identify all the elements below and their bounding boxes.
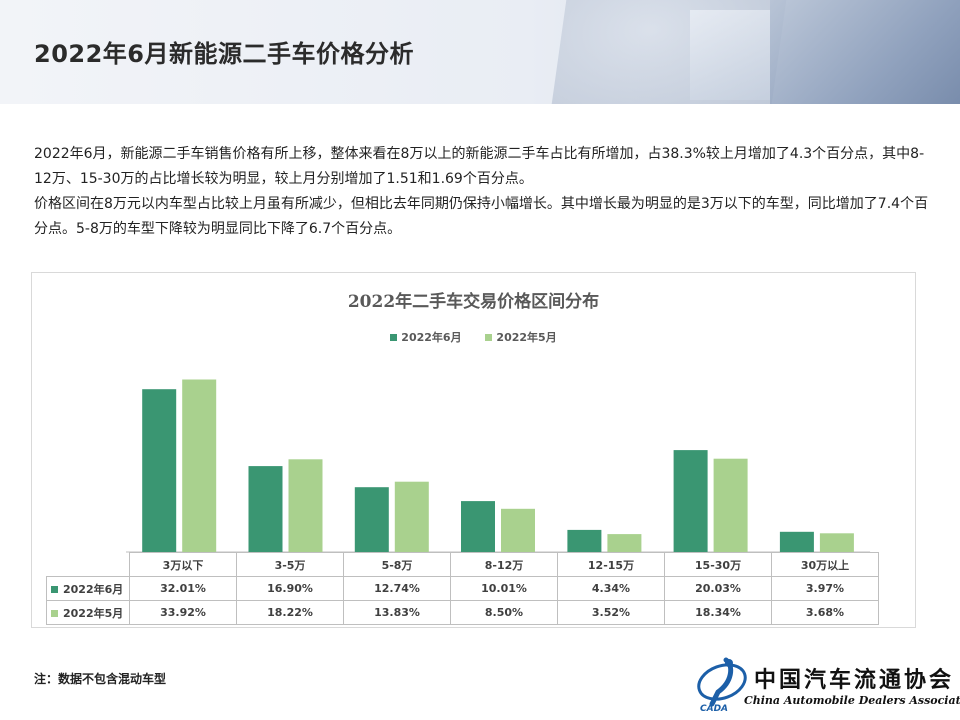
chart-container: 2022年二手车交易价格区间分布 2022年6月 2022年5月 3万以下 3-5…: [31, 272, 916, 628]
legend-label: 2022年6月: [401, 331, 462, 344]
legend-swatch: [390, 334, 398, 341]
logo-mark-text: CADA: [700, 704, 728, 714]
banner-decoration: [690, 10, 770, 100]
category-label: 15-30万: [664, 552, 772, 577]
data-label: 18.22%: [236, 600, 344, 625]
bar-june-3: [461, 501, 495, 552]
table-row: 2022年5月 33.92% 18.22% 13.83% 8.50% 3.52% 18.3…: [46, 600, 879, 625]
legend-item-june: 2022年6月: [390, 329, 462, 345]
bar-june-1: [248, 466, 283, 552]
data-label: 8.50%: [450, 600, 558, 625]
bar-june-6: [779, 531, 814, 552]
cada-logo-icon: CADA: [697, 657, 747, 714]
category-label: 3-5万: [236, 552, 344, 577]
logo-name-cn: 中国汽车流通协会: [754, 667, 955, 693]
bar-june-5: [673, 450, 708, 552]
data-label: 10.01%: [450, 576, 558, 601]
logo-name-en: China Automobile Dealers Association: [744, 694, 960, 707]
bar-may-1: [288, 459, 323, 552]
chart-title: 2022年二手车交易价格区间分布: [347, 292, 600, 312]
header-banner: [0, 0, 960, 104]
data-label: 16.90%: [236, 576, 344, 601]
legend-swatch: [51, 585, 58, 593]
data-label: 20.03%: [664, 576, 772, 601]
data-table: 3万以下 3-5万 5-8万 8-12万 12-15万 15-30万 30万以上 2022年…: [46, 552, 879, 625]
category-label: 5-8万: [343, 552, 451, 577]
bar-june-0: [142, 389, 177, 552]
bar-may-5: [713, 458, 748, 552]
bar-may-0: [182, 379, 217, 552]
data-label: 3.97%: [771, 576, 879, 601]
category-label: 30万以上: [771, 552, 879, 577]
legend-label: 2022年5月: [496, 331, 557, 344]
footnote: 注：数据不包含混动车型: [34, 672, 167, 686]
legend-swatch: [485, 334, 493, 341]
data-label: 32.01%: [129, 576, 237, 601]
bar-june-2: [354, 487, 389, 552]
banner-decoration: [770, 0, 960, 104]
bar-june-4: [567, 529, 602, 552]
row-header-may: 2022年5月: [46, 600, 130, 625]
category-label: 8-12万: [450, 552, 558, 577]
row-header-june: 2022年6月: [46, 576, 130, 601]
bar-may-2: [394, 481, 429, 552]
chart-legend: 2022年6月 2022年5月: [32, 329, 915, 345]
legend-swatch: [51, 609, 58, 617]
legend-item-may: 2022年5月: [485, 329, 557, 345]
table-corner: [46, 552, 130, 577]
page-title: 2022年6月新能源二手车价格分析: [34, 40, 414, 68]
description: 2022年6月，新能源二手车销售价格有所上移，整体来看在8万以上的新能源二手车占…: [34, 142, 934, 242]
bar-may-3: [501, 508, 535, 552]
category-label: 3万以下: [129, 552, 237, 577]
category-label: 12-15万: [557, 552, 665, 577]
bar-plot: [126, 379, 871, 553]
paragraph: 价格区间在8万元以内车型占比较上月虽有所减少，但相比去年同期仍保持小幅增长。其中…: [34, 196, 929, 237]
data-label: 4.34%: [557, 576, 665, 601]
data-label: 3.52%: [557, 600, 665, 625]
data-label: 13.83%: [343, 600, 451, 625]
paragraph: 2022年6月，新能源二手车销售价格有所上移，整体来看在8万以上的新能源二手车占…: [34, 146, 925, 187]
data-label: 12.74%: [343, 576, 451, 601]
table-header-row: 3万以下 3-5万 5-8万 8-12万 12-15万 15-30万 30万以上: [46, 552, 879, 577]
row-label: 2022年6月: [63, 582, 124, 596]
cada-logo: CADA 中国汽车流通协会 China Automobile Dealers A…: [696, 652, 960, 714]
data-label: 3.68%: [771, 600, 879, 625]
data-label: 33.92%: [129, 600, 237, 625]
bar-may-6: [819, 533, 854, 552]
data-label: 18.34%: [664, 600, 772, 625]
bar-may-4: [607, 534, 642, 552]
row-label: 2022年5月: [63, 606, 124, 620]
table-row: 2022年6月 32.01% 16.90% 12.74% 10.01% 4.34% 20.…: [46, 576, 879, 601]
